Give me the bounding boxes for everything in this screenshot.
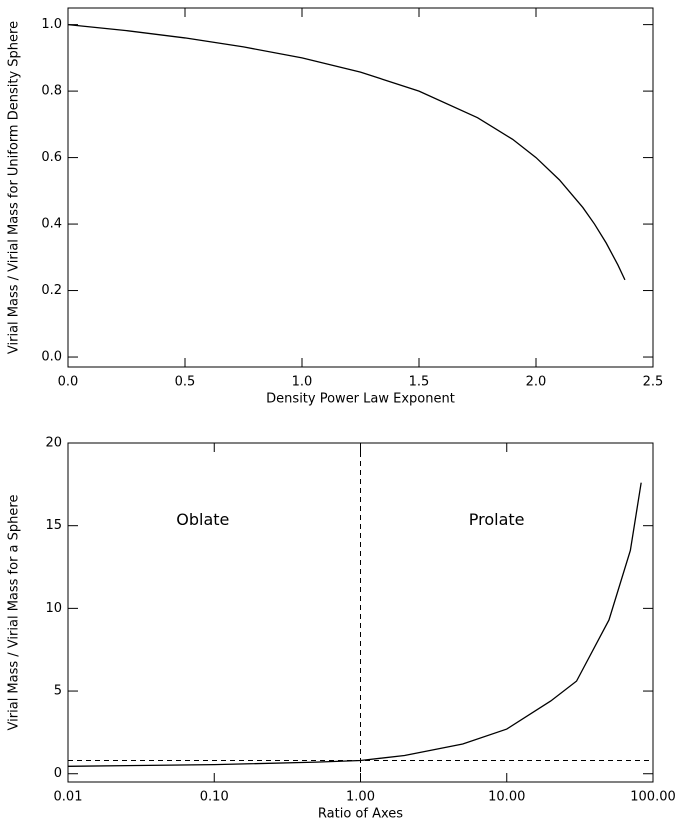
y-axis-label: Virial Mass / Virial Mass for Uniform De… <box>7 21 22 354</box>
y-tick-label: 0.6 <box>41 150 62 165</box>
x-tick-label: 0.5 <box>175 375 196 390</box>
y-tick-label: 10 <box>45 601 62 616</box>
x-tick-label: 0.0 <box>58 375 79 390</box>
y-tick-label: 20 <box>45 436 62 451</box>
x-tick-label: 2.5 <box>643 375 664 390</box>
curve <box>67 23 626 281</box>
x-axis-label: Density Power Law Exponent <box>266 392 455 407</box>
y-tick-label: 15 <box>45 518 62 533</box>
annotation: Prolate <box>469 510 525 529</box>
x-tick-label: 1.0 <box>292 375 313 390</box>
x-tick-label: 100.00 <box>630 790 676 805</box>
x-tick-label: 1.5 <box>409 375 430 390</box>
y-axis-label: Virial Mass / Virial Mass for a Sphere <box>7 495 22 731</box>
y-tick-label: 0.2 <box>41 283 62 298</box>
x-axis-label: Ratio of Axes <box>318 807 403 822</box>
y-tick-label: 0.8 <box>41 84 62 99</box>
annotation: Oblate <box>176 510 229 529</box>
y-tick-label: 0 <box>54 766 62 781</box>
plot-frame <box>67 7 654 368</box>
x-tick-label: 0.01 <box>54 790 83 805</box>
x-tick-label: 0.10 <box>200 790 229 805</box>
y-tick-label: 5 <box>54 684 62 699</box>
x-tick-label: 1.00 <box>346 790 375 805</box>
curve <box>67 482 642 767</box>
x-tick-label: 10.00 <box>488 790 525 805</box>
y-tick-label: 0.0 <box>41 350 62 365</box>
y-tick-label: 0.4 <box>41 217 62 232</box>
x-tick-label: 2.0 <box>526 375 547 390</box>
y-tick-label: 1.0 <box>41 17 62 32</box>
